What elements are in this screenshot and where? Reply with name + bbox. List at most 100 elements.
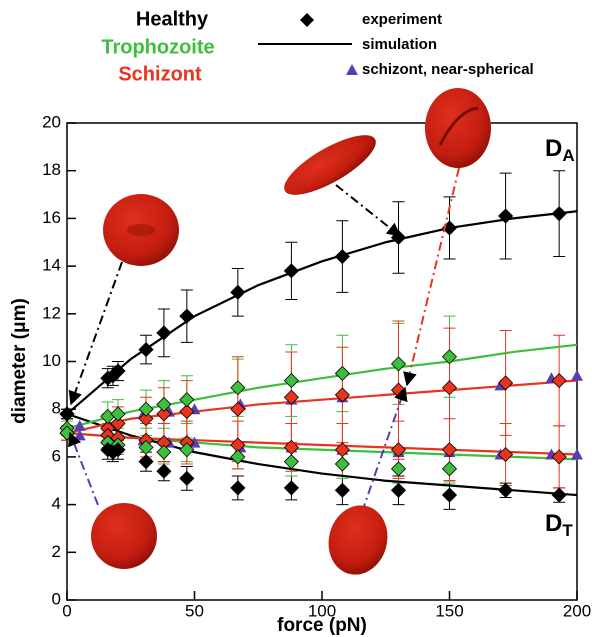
diamond-marker [334, 248, 350, 265]
arrow [68, 261, 123, 406]
diamond-marker [334, 387, 350, 403]
y-tick-label: 2 [52, 542, 61, 561]
arrow [403, 167, 460, 387]
diamond-marker [138, 411, 154, 427]
cell-illustrations [68, 88, 491, 575]
legend-group: Trophozoite [101, 36, 214, 58]
diamond-marker [156, 406, 172, 422]
diamond-marker [283, 454, 299, 470]
arrow [361, 386, 408, 513]
diamond-marker [179, 308, 195, 324]
diamond-marker [59, 406, 75, 422]
diamond-marker [390, 442, 407, 458]
annotation-sub: T [562, 521, 573, 540]
legend-label: schizont, near-spherical [362, 61, 534, 78]
diamond-marker [334, 482, 350, 498]
diamond-marker [138, 401, 154, 417]
cell [284, 135, 376, 195]
diamond-marker [390, 482, 407, 498]
y-tick-label: 10 [42, 351, 61, 370]
triangle-marker [73, 419, 86, 431]
annotation-sub: A [562, 146, 574, 165]
x-axis-label: force (pN) [277, 615, 367, 636]
x-tick-label: 0 [62, 601, 71, 620]
diamond-marker [230, 480, 246, 496]
x-tick-label: 50 [185, 601, 204, 620]
diamond-marker [230, 449, 246, 465]
diamond-marker [498, 446, 514, 463]
diamond-marker [179, 404, 195, 420]
y-tick-label: 0 [52, 589, 61, 608]
legend-label: simulation [362, 36, 437, 53]
diamond-marker [179, 470, 195, 486]
diamond-marker [498, 208, 514, 224]
diamond-marker [498, 375, 514, 391]
simulation-line [66, 210, 578, 415]
annotation-text: D [545, 135, 562, 162]
diamond-marker [441, 380, 458, 396]
diamond-marker [283, 263, 299, 279]
arrow [335, 184, 402, 237]
y-tick-label: 20 [42, 112, 61, 131]
diamond-marker [551, 449, 567, 465]
diamond-marker [390, 356, 407, 372]
y-tick-label: 6 [52, 446, 61, 465]
triangle-marker [571, 448, 583, 460]
diamond-marker [441, 442, 458, 458]
legend-label: experiment [362, 11, 442, 28]
y-tick-label: 8 [52, 399, 61, 418]
diamond-marker [441, 461, 458, 477]
diamond-marker [156, 396, 172, 412]
diamond-marker [179, 442, 195, 458]
triangle-marker [571, 369, 583, 381]
cell [91, 503, 157, 569]
annotation: DT [545, 510, 573, 540]
diamond-marker [230, 284, 246, 300]
diamond-marker [230, 380, 246, 396]
diamond-marker [110, 363, 126, 379]
simulation-line [66, 379, 578, 435]
diamond-marker [551, 487, 567, 503]
y-tick-label: 16 [42, 208, 61, 227]
diamond-marker [283, 373, 299, 389]
diamond-marker [283, 480, 299, 496]
diamond-marker [334, 365, 350, 381]
y-tick-label: 18 [42, 160, 61, 179]
diamond-marker [179, 392, 195, 408]
diamond-marker [441, 349, 458, 365]
legend-group: Schizont [118, 63, 202, 85]
diamond-marker [551, 373, 567, 389]
cell-fold [438, 106, 479, 146]
diamond-marker [156, 463, 172, 479]
diamond-marker [334, 456, 350, 472]
annotation-text: D [545, 510, 562, 537]
x-tick-label: 100 [308, 601, 336, 620]
x-tick-label: 150 [435, 601, 463, 620]
y-tick-label: 14 [42, 256, 61, 275]
diamond-marker [138, 342, 154, 358]
diamond-marker [156, 325, 172, 341]
legend-triangle [346, 64, 358, 75]
diamond-marker [390, 229, 407, 246]
arrow [68, 431, 99, 506]
diamond-marker [283, 389, 299, 405]
cell [425, 88, 491, 168]
diamond-marker [441, 487, 458, 503]
y-tick-label: 12 [42, 303, 61, 322]
diamond-marker [156, 444, 172, 460]
legend-diamond [300, 13, 314, 27]
diamond-marker [390, 461, 407, 477]
diamond-marker [110, 406, 126, 422]
diamond-marker [551, 206, 567, 222]
cell-dimple [127, 224, 155, 236]
diamond-marker [138, 454, 154, 470]
cell [328, 505, 388, 575]
diamond-marker [230, 401, 246, 417]
legend-group: Healthy [136, 8, 209, 30]
x-tick-label: 200 [563, 601, 591, 620]
y-tick-label: 4 [52, 494, 61, 513]
diamond-marker [498, 482, 514, 498]
y-axis-label: diameter (μm) [9, 298, 30, 424]
diamond-marker [110, 442, 126, 458]
